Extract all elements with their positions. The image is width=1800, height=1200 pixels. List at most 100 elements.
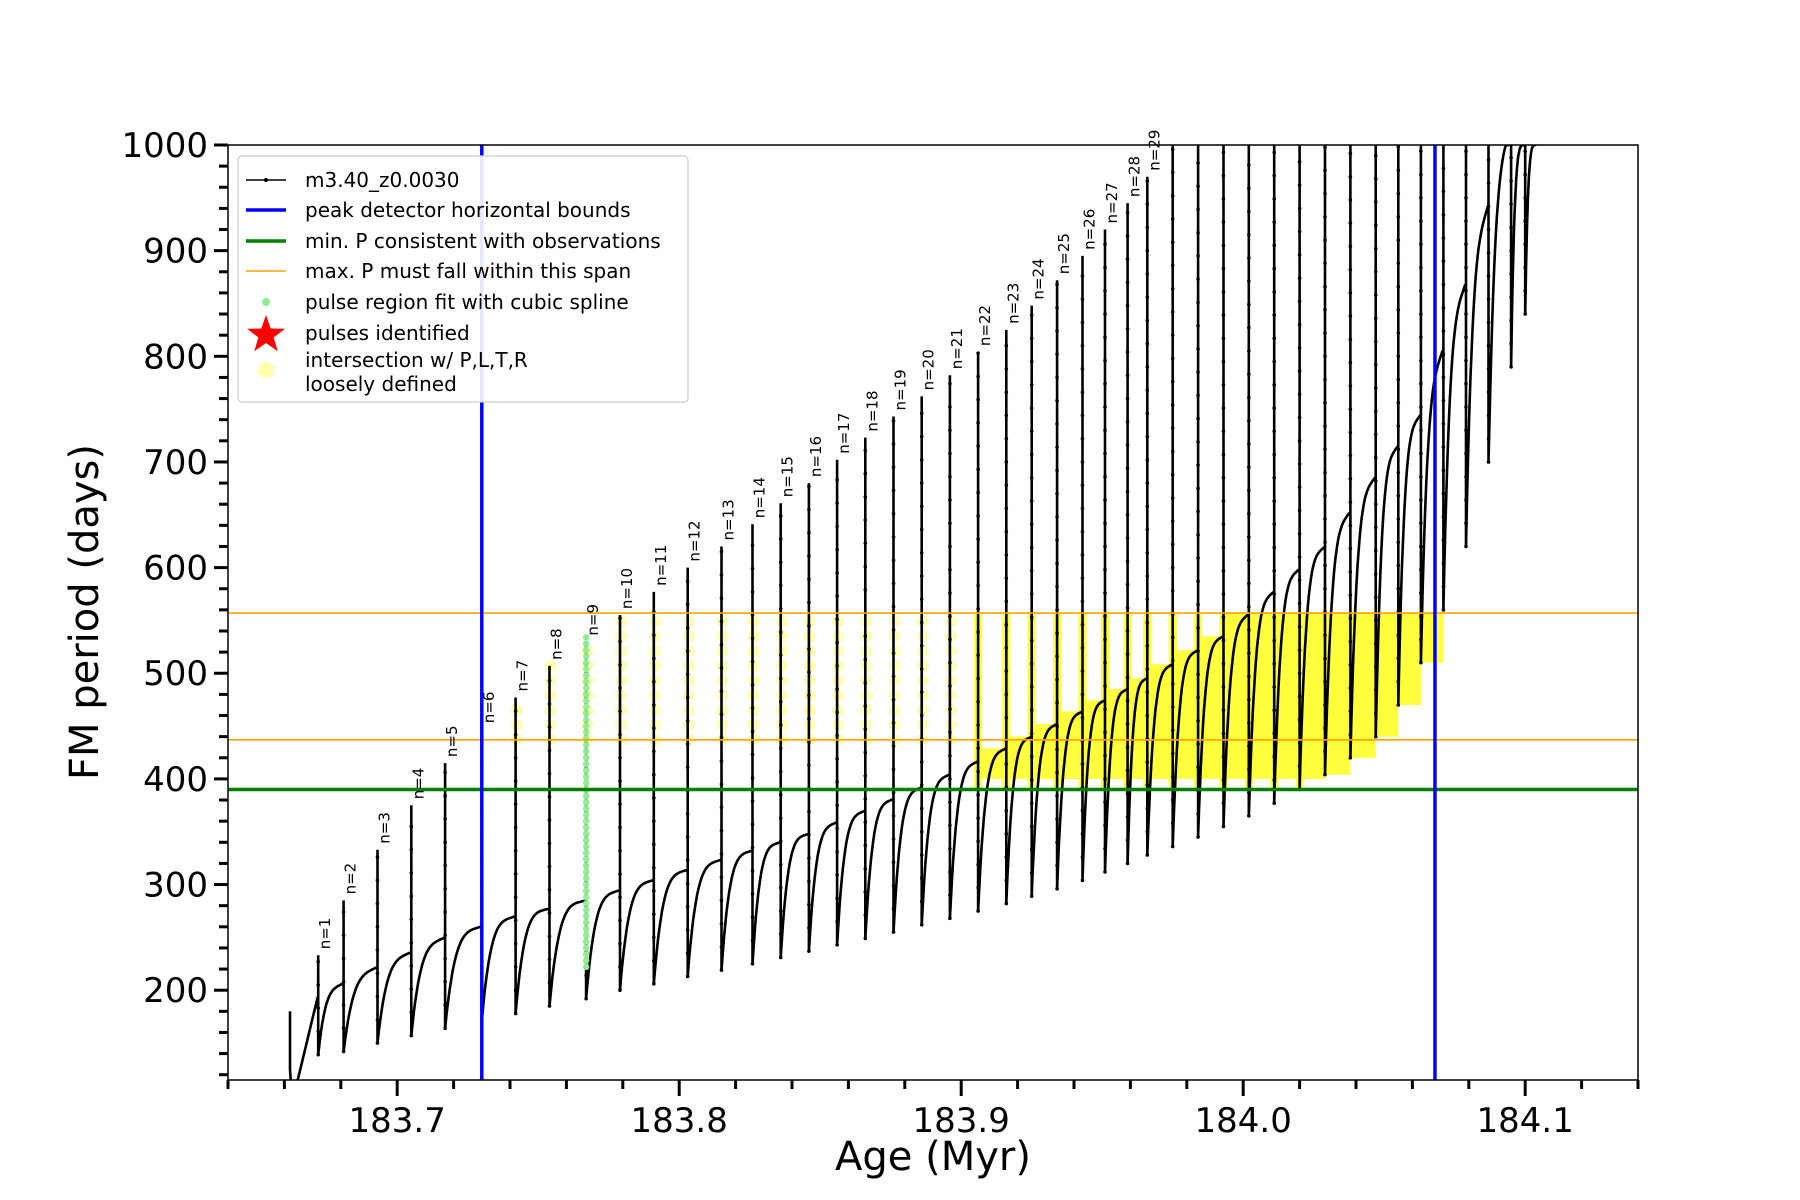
curve-point: [513, 848, 518, 853]
curve-point: [513, 965, 518, 969]
curve-point: [1055, 863, 1059, 868]
curve-point: [1247, 372, 1251, 377]
curve-point: [443, 1003, 447, 1007]
curve-point: [1145, 643, 1150, 648]
curve-point: [618, 848, 622, 853]
curve-point: [1221, 801, 1226, 805]
curve-point: [778, 514, 783, 518]
curve-point: [1029, 383, 1034, 387]
curve-point: [835, 640, 839, 645]
curve-point: [863, 750, 868, 755]
curve-point: [1221, 499, 1226, 503]
plot-area: [228, 145, 1638, 1080]
curve-point: [1004, 878, 1009, 883]
curve-point: [618, 779, 622, 783]
curve-point: [1247, 256, 1251, 260]
curve-point: [1221, 290, 1226, 294]
curve-point: [1297, 346, 1302, 350]
curve-point: [1196, 765, 1200, 770]
curve-point: [1080, 529, 1085, 534]
curve-point: [1055, 538, 1059, 542]
curve-point: [891, 767, 896, 772]
curve-point: [1125, 280, 1130, 285]
curve-point: [1103, 335, 1107, 340]
curve-point: [1103, 288, 1107, 293]
curve-point: [1221, 615, 1226, 620]
curve-point: [948, 474, 952, 479]
pulse-label: n=16: [807, 436, 825, 477]
curve-point: [1221, 220, 1226, 224]
curve-point: [1272, 499, 1277, 503]
curve-point: [1221, 336, 1226, 341]
curve-point: [1145, 504, 1150, 509]
curve-point: [919, 853, 924, 857]
curve-point: [1464, 358, 1468, 363]
curve-point: [1125, 512, 1130, 517]
curve-point: [341, 910, 346, 914]
intersection-marker: [1128, 678, 1148, 779]
curve-point: [976, 792, 980, 797]
curve-point: [1396, 563, 1401, 568]
curve-point: [1004, 436, 1009, 441]
curve-point: [1055, 305, 1059, 310]
curve-point: [778, 630, 783, 634]
curve-point: [1419, 567, 1423, 572]
curve-point: [1323, 424, 1327, 428]
curve-point: [719, 712, 724, 717]
curve-point: [807, 530, 811, 535]
spline-point: [582, 887, 590, 895]
legend-label: min. P consistent with observations: [305, 229, 661, 253]
curve-point: [1441, 212, 1446, 217]
curve-point: [1348, 732, 1353, 737]
curve-point: [1103, 544, 1107, 549]
curve-point: [1221, 173, 1226, 178]
curve-point: [1196, 161, 1200, 165]
curve-point: [1419, 219, 1423, 223]
curve-point: [1272, 754, 1277, 759]
curve-point: [1348, 198, 1353, 202]
curve-point: [584, 973, 588, 978]
curve-point: [1004, 901, 1009, 906]
curve-point: [891, 535, 896, 539]
curve-point: [1196, 347, 1200, 351]
curve-point: [750, 683, 755, 687]
curve-point: [1396, 354, 1401, 359]
curve-point: [1103, 474, 1107, 479]
curve-point: [1170, 286, 1175, 291]
curve-point: [1221, 708, 1226, 713]
spline-point: [582, 944, 590, 952]
curve-point: [1080, 413, 1085, 418]
pulse-label: n=25: [1055, 233, 1073, 274]
curve-point: [341, 1026, 346, 1031]
curve-point: [1221, 754, 1226, 759]
curve-point: [1323, 215, 1327, 219]
curve-point: [1373, 595, 1378, 599]
curve-point: [778, 653, 783, 658]
curve-point: [719, 549, 724, 554]
curve-point: [1170, 356, 1175, 361]
curve-point: [1080, 692, 1085, 697]
curve-point: [1103, 870, 1107, 874]
curve-point: [1125, 303, 1130, 308]
curve-point: [835, 478, 839, 482]
curve-point: [1196, 509, 1200, 514]
pulse-label: n=7: [514, 660, 532, 692]
curve-point: [1080, 297, 1085, 302]
x-tick-label: 184.0: [1195, 1101, 1292, 1141]
curve-point: [1297, 764, 1302, 769]
curve-point: [1103, 242, 1107, 247]
curve-point: [1272, 220, 1277, 224]
curve-point: [1297, 555, 1302, 559]
curve-point: [863, 564, 868, 569]
curve-point: [1323, 354, 1327, 359]
curve-point: [1196, 556, 1200, 560]
curve-point: [1486, 413, 1491, 418]
curve-point: [1523, 265, 1527, 270]
spline-point: [582, 811, 590, 819]
curve-point: [1441, 422, 1446, 426]
curve-point: [1221, 731, 1226, 736]
curve-point: [750, 613, 755, 617]
curve-point: [1029, 708, 1034, 713]
intersection-marker: [1032, 724, 1058, 779]
curve-point: [1080, 553, 1085, 557]
